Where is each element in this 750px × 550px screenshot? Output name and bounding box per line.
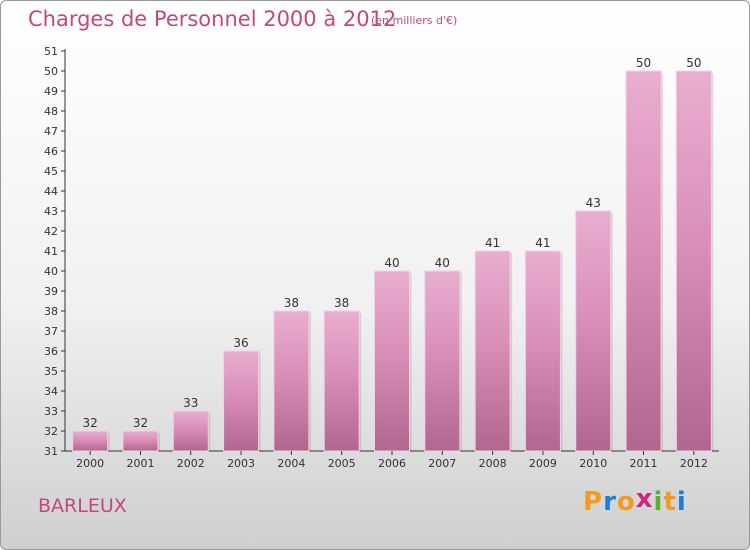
value-label: 50 (636, 56, 651, 70)
x-tick-label: 2011 (630, 457, 658, 470)
bar-2008 (474, 250, 511, 452)
value-label: 40 (435, 256, 450, 270)
y-tick-label: 43 (44, 205, 58, 218)
x-axis-ticks: 2000 2001 2002 2003 2004 2005 2006 2007 2008 2009… (76, 451, 708, 470)
y-tick-label: 36 (44, 345, 58, 358)
x-tick-label: 2002 (177, 457, 205, 470)
y-tick-label: 46 (44, 145, 58, 158)
value-label: 38 (334, 296, 349, 310)
x-tick-label: 2009 (529, 457, 557, 470)
y-tick-label: 35 (44, 365, 58, 378)
logo-letter: t (663, 487, 677, 517)
logo-letter: i (653, 487, 664, 517)
proxiti-logo: Proxiti (583, 484, 687, 517)
bar-2007 (424, 270, 461, 452)
x-tick-label: 2005 (328, 457, 356, 470)
value-label: 32 (83, 416, 98, 430)
y-tick-label: 33 (44, 405, 58, 418)
value-label: 40 (384, 256, 399, 270)
value-label: 32 (133, 416, 148, 430)
x-tick-label: 2004 (277, 457, 305, 470)
bar-2002 (172, 410, 209, 452)
y-tick-label: 50 (44, 65, 58, 78)
logo-letter: o (616, 487, 636, 517)
y-tick-label: 31 (44, 445, 58, 458)
bar-2011 (625, 70, 662, 452)
y-tick-label: 32 (44, 425, 58, 438)
y-tick-label: 37 (44, 325, 58, 338)
y-tick-label: 45 (44, 165, 58, 178)
bar-2010 (575, 210, 612, 452)
y-tick-label: 41 (44, 245, 58, 258)
bar-2009 (524, 250, 561, 452)
x-tick-label: 2010 (579, 457, 607, 470)
bar-2006 (374, 270, 410, 452)
value-label: 33 (183, 396, 198, 410)
x-tick-label: 2006 (378, 457, 406, 470)
x-tick-label: 2008 (479, 457, 507, 470)
x-tick-label: 2000 (76, 457, 104, 470)
bar-2000 (72, 430, 109, 452)
y-tick-label: 34 (44, 385, 58, 398)
y-tick-label: 39 (44, 285, 58, 298)
x-tick-label: 2001 (126, 457, 154, 470)
value-label: 38 (284, 296, 299, 310)
y-tick-label: 47 (44, 125, 58, 138)
value-label: 41 (535, 236, 550, 250)
logo-letter: i (676, 487, 687, 517)
commune-name: BARLEUX (38, 495, 127, 517)
x-tick-label: 2003 (227, 457, 255, 470)
x-tick-label: 2007 (428, 457, 456, 470)
value-labels: 32 32 33 36 38 38 40 40 41 41 43 50 50 (83, 56, 702, 430)
bar-2012 (675, 70, 712, 452)
y-tick-label: 44 (44, 185, 58, 198)
x-tick-label: 2012 (680, 457, 708, 470)
y-tick-label: 51 (44, 45, 58, 58)
logo-letter: r (603, 487, 617, 517)
logo-letter: x (635, 484, 654, 514)
y-tick-label: 42 (44, 225, 58, 238)
chart-subtitle: (en milliers d'€) (371, 14, 458, 27)
bar-2004 (273, 310, 310, 452)
y-tick-label: 49 (44, 85, 58, 98)
y-tick-label: 40 (44, 265, 58, 278)
bar-2005 (323, 310, 360, 452)
y-tick-label: 38 (44, 305, 58, 318)
value-label: 43 (586, 196, 601, 210)
value-label: 36 (233, 336, 248, 350)
logo-letter: P (583, 487, 604, 517)
chart-title: Charges de Personnel 2000 à 2012 (28, 7, 397, 31)
value-label: 41 (485, 236, 500, 250)
chart-bars (72, 70, 714, 452)
value-label: 50 (686, 56, 701, 70)
bar-2001 (122, 430, 159, 452)
y-axis-ticks: 31 32 33 34 35 36 37 38 39 40 41 42 43 44 45 46 47 48 49 50… (44, 45, 65, 458)
y-tick-label: 48 (44, 105, 58, 118)
bar-2003 (223, 350, 260, 452)
